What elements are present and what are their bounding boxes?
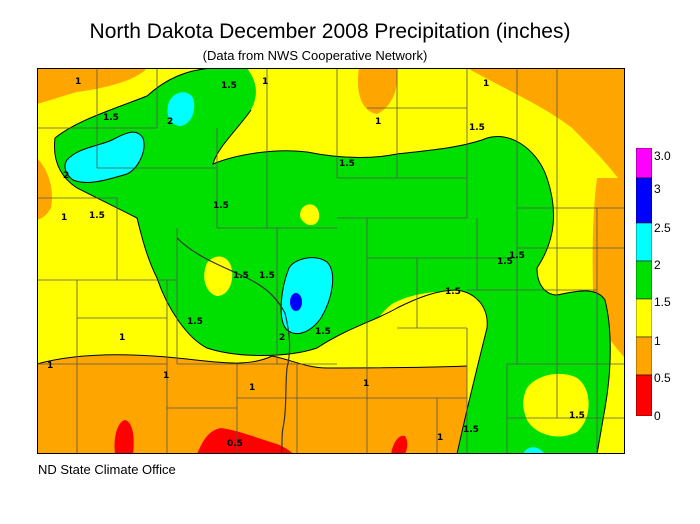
contour-line-cyan-northwest (64, 131, 145, 183)
yellow-hole-northwest-corner (37, 92, 77, 144)
county-lines-vertical (76, 68, 598, 454)
legend-bin-1-5 (636, 260, 652, 300)
contour-label: 1.5 (315, 327, 331, 337)
yellow-hole-south-central (372, 291, 485, 366)
contour-label: 0.5 (227, 439, 243, 449)
contour-label: 1.5 (89, 211, 105, 221)
green-region-central (54, 68, 611, 454)
cyan-region-southeast (523, 447, 545, 454)
contour-label: 1.5 (259, 271, 275, 281)
yellow-hole-southeast (523, 373, 589, 437)
contour-label: 1.5 (221, 81, 237, 91)
red-region-south-3 (391, 435, 408, 454)
orange-region-west (37, 158, 53, 220)
contour-label: 1.5 (187, 317, 203, 327)
contour-label: 2 (279, 333, 285, 343)
contour-line-cyan-central (280, 257, 334, 334)
contour-label: 1 (262, 77, 268, 87)
contour-label: 1 (437, 433, 443, 443)
contour-label: 1 (375, 117, 381, 127)
contour-label: 1.5 (339, 159, 355, 169)
orange-region-northwest (37, 68, 147, 104)
orange-region-southwest (37, 354, 467, 454)
legend-bin-0-5 (636, 336, 652, 376)
legend-colorbar (636, 148, 652, 416)
contour-label: 1 (249, 383, 255, 393)
legend-label: 2 (654, 258, 661, 272)
legend-label: 1 (654, 334, 661, 348)
yellow-hole-small (300, 204, 320, 226)
contour-label: 1 (483, 79, 489, 89)
contour-label: 1.5 (469, 123, 485, 133)
contour-line-orange-boundary (37, 354, 468, 369)
missouri-river (176, 237, 291, 454)
contour-label: 1 (47, 361, 53, 371)
yellow-hole-west-central (204, 256, 233, 296)
state-outline (37, 68, 625, 454)
legend-label: 0.5 (654, 371, 671, 385)
legend-label: 3 (654, 182, 661, 196)
contour-label: 1 (61, 213, 67, 223)
legend-label: 1.5 (654, 295, 671, 309)
contour-label: 1.5 (569, 411, 585, 421)
contour-label: 1.5 (213, 201, 229, 211)
contour-label: 1.5 (509, 251, 525, 261)
red-region-south-1 (114, 420, 134, 454)
contour-label: 1 (75, 77, 81, 87)
contour-label: 1 (163, 371, 169, 381)
red-region-south-2 (197, 428, 293, 454)
legend-label: 0 (654, 409, 661, 423)
legend-label: 3.0 (654, 149, 671, 163)
contour-label: 2 (167, 117, 173, 127)
orange-region-north-central (357, 68, 398, 114)
legend-label: 2.5 (654, 221, 671, 235)
legend-bin-0 (636, 374, 652, 416)
contour-label: 1.5 (463, 425, 479, 435)
cyan-region-northwest (65, 132, 145, 183)
credit-text: ND State Climate Office (38, 462, 176, 477)
contour-label: 1 (363, 379, 369, 389)
map-title: North Dakota December 2008 Precipitation… (89, 20, 571, 43)
contour-label: 1.5 (445, 287, 461, 297)
map-subtitle: (Data from NWS Cooperative Network) (202, 48, 428, 63)
cyan-region-north (167, 92, 195, 126)
precipitation-map: 1 1.5 2 1 1.5 1 1.5 1 2 1.5 1.5 1 1.5 1.… (37, 68, 625, 454)
legend-bin-1 (636, 298, 652, 338)
contour-label: 1.5 (103, 113, 119, 123)
contour-label: 1.5 (497, 257, 513, 267)
contour-label: 2 (63, 171, 69, 181)
orange-region-northeast (467, 68, 625, 188)
blue-spot-central (290, 293, 302, 311)
legend-bin-2-5 (636, 177, 652, 224)
contour-label: 1.5 (233, 271, 249, 281)
legend-bin-3 (636, 148, 652, 179)
contour-label: 1 (119, 333, 125, 343)
cyan-region-central (281, 257, 333, 334)
legend-bin-2 (636, 222, 652, 262)
